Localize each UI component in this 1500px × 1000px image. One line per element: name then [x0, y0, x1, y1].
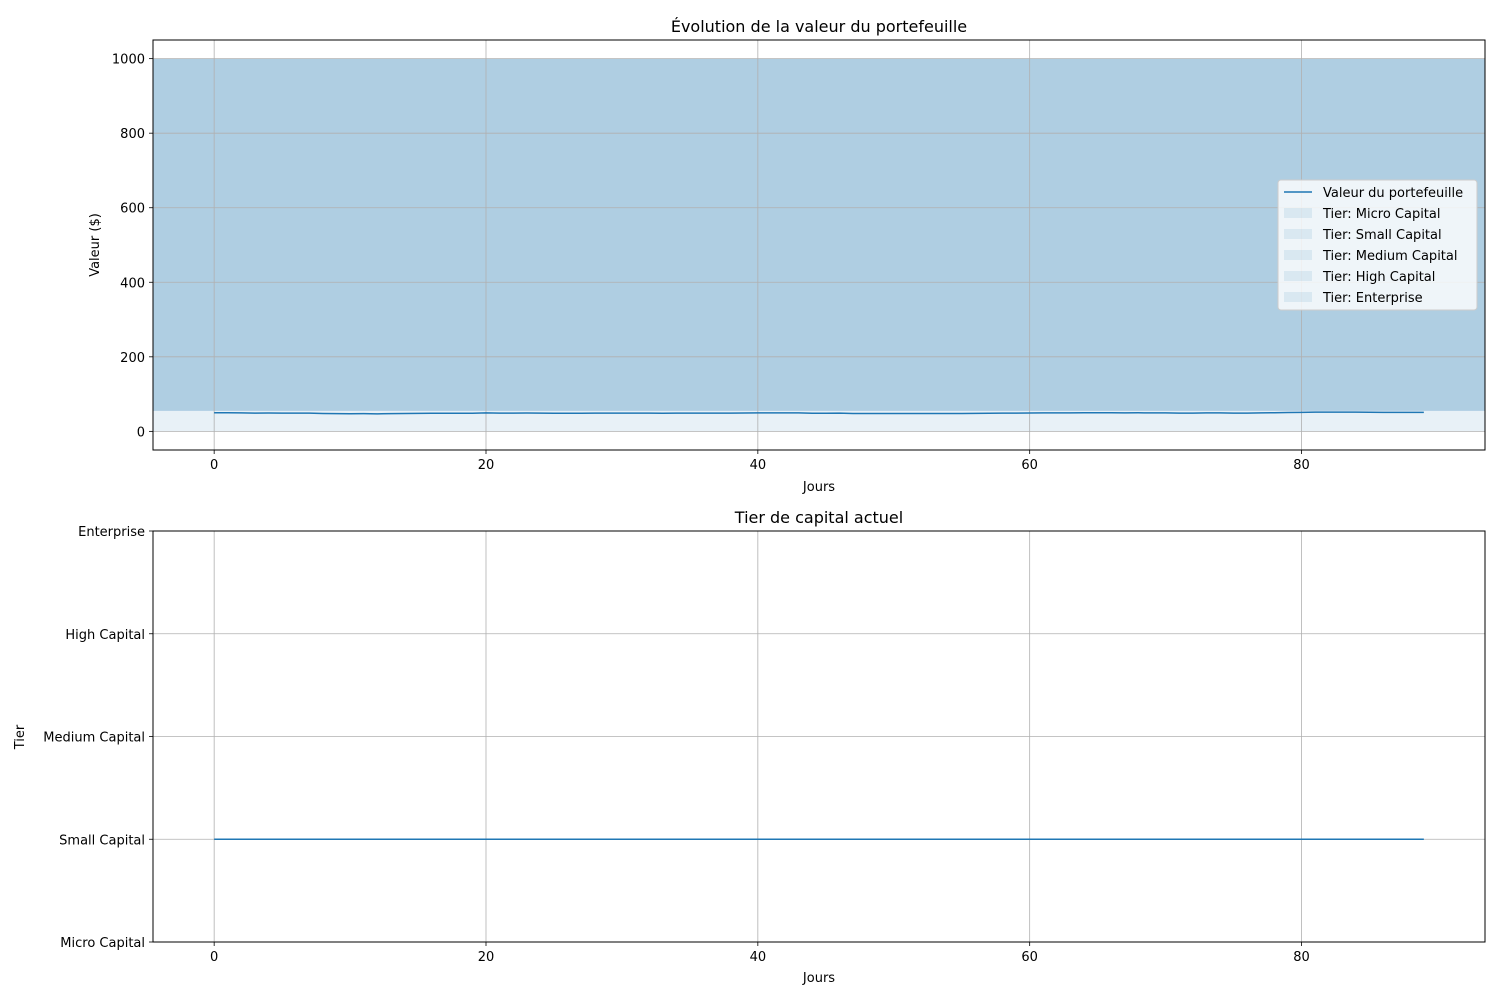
- legend-box: [1277, 179, 1478, 311]
- chart2-x-tick-label: 80: [1293, 950, 1310, 965]
- legend-swatch-small: [1284, 229, 1312, 239]
- chart1-series-portfolio-value-line: [214, 411, 1424, 415]
- band-tier-high-capital: [153, 58, 1485, 411]
- legend-swatch-enterprise: [1284, 292, 1312, 302]
- chart-portfolio-value: Évolution de la valeur du portefeuille 0…: [88, 17, 1486, 495]
- chart2-y-tick-label: Micro Capital: [60, 936, 145, 951]
- band-tier-medium-capital: [153, 58, 1485, 411]
- chart2-y-tick-label: Medium Capital: [43, 731, 145, 746]
- chart1-x-tick-label: 60: [1021, 458, 1038, 473]
- chart2-y-axis-label: Tier: [13, 724, 28, 750]
- chart1-x-ticks: 0 20 40 60 80: [210, 450, 1310, 473]
- legend-entry-micro-capital: Tier: Micro Capital: [1322, 207, 1440, 222]
- band-tier-small-capital: [153, 58, 1485, 411]
- chart2-x-ticks: 0 20 40 60 80: [210, 942, 1310, 965]
- chart1-axes-frame: [152, 39, 1486, 451]
- chart1-x-axis-label: Jours: [802, 480, 835, 495]
- chart2-x-tick-label: 60: [1021, 950, 1038, 965]
- chart2-y-tick-label: High Capital: [65, 628, 145, 643]
- chart1-y-tick-label: 600: [120, 202, 145, 217]
- chart1-x-tick-label: 20: [478, 458, 495, 473]
- chart2-y-tick-label: Small Capital: [59, 833, 145, 848]
- legend-entry-enterprise: Tier: Enterprise: [1322, 291, 1423, 306]
- legend-swatch-high: [1284, 271, 1312, 281]
- chart2-x-axis-label: Jours: [802, 971, 835, 986]
- chart-capital-tier: Tier de capital actuel 0 20 40 60 80 Micro C…: [13, 508, 1486, 986]
- band-tier-enterprise: [153, 58, 1485, 411]
- chart1-x-tick-label: 40: [750, 458, 767, 473]
- chart1-y-axis-label: Valeur ($): [88, 213, 103, 277]
- chart1-y-tick-label: 0: [137, 425, 145, 440]
- legend-entry-small-capital: Tier: Small Capital: [1322, 228, 1442, 243]
- chart1-y-tick-label: 200: [120, 351, 145, 366]
- chart2-x-tick-label: 20: [478, 950, 495, 965]
- chart1-y-tick-label: 800: [120, 127, 145, 142]
- legend-entry-medium-capital: Tier: Medium Capital: [1322, 249, 1457, 264]
- chart2-title: Tier de capital actuel: [734, 508, 903, 527]
- chart1-title: Évolution de la valeur du portefeuille: [671, 17, 967, 36]
- chart2-y-tick-label: Enterprise: [78, 525, 145, 540]
- chart1-y-tick-label: 400: [120, 276, 145, 291]
- legend-entry-portfolio-value: Valeur du portefeuille: [1323, 186, 1463, 201]
- legend-entry-high-capital: Tier: High Capital: [1322, 270, 1435, 285]
- chart2-x-tick-label: 40: [750, 950, 767, 965]
- chart1-x-tick-label: 80: [1293, 458, 1310, 473]
- chart1-tier-bands: [153, 58, 1485, 432]
- legend-swatch-medium: [1284, 250, 1312, 260]
- chart1-legend: Valeur du portefeuille Tier: Micro Capit…: [1277, 179, 1478, 311]
- chart1-x-tick-label: 0: [210, 458, 218, 473]
- chart1-y-ticks: 0 200 400 600 800 1000: [112, 53, 153, 440]
- chart2-x-tick-label: 0: [210, 950, 218, 965]
- chart1-y-tick-label: 1000: [112, 53, 145, 68]
- legend-swatch-micro: [1284, 208, 1312, 218]
- chart1-grid: [153, 40, 1485, 450]
- chart2-y-ticks: Micro Capital Small Capital Medium Capital…: [43, 525, 153, 951]
